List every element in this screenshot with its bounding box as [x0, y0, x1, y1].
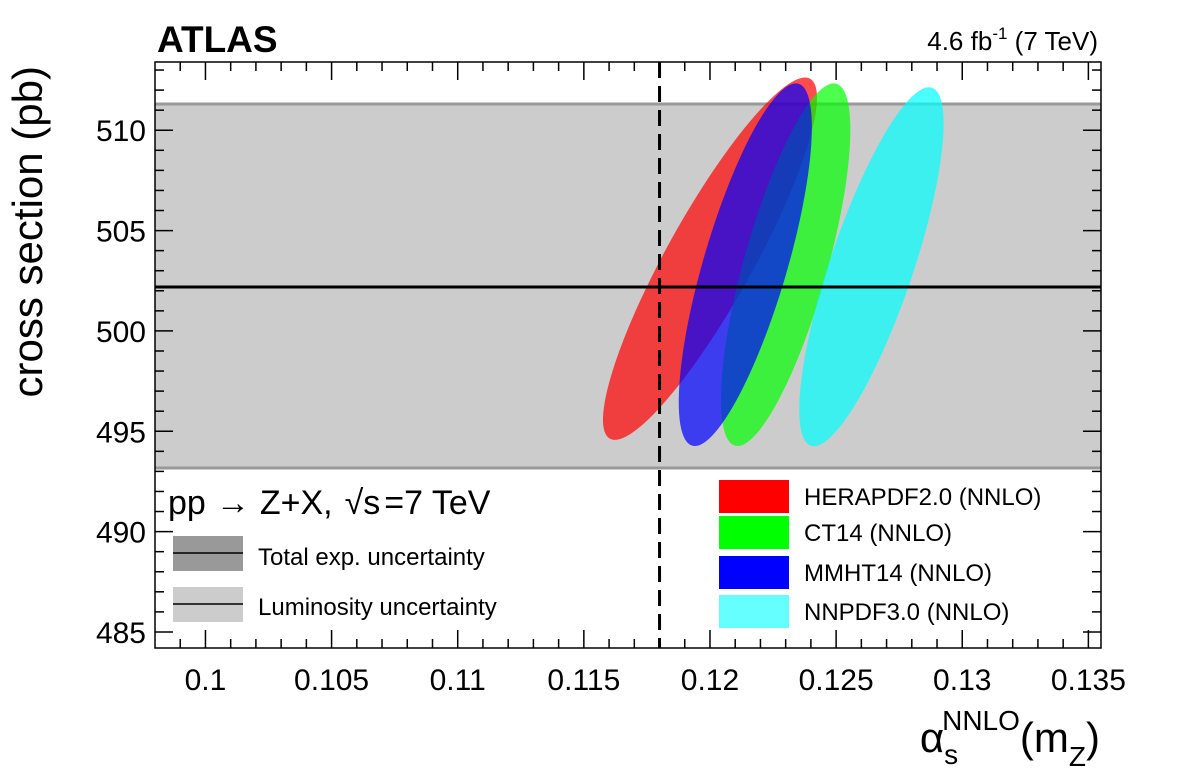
experiment-label: ATLAS	[157, 19, 278, 60]
legend-pdf: HERAPDF2.0 (NNLO) CT14 (NNLO) MMHT14 (NN…	[719, 480, 1041, 628]
y-tick-label: 500	[96, 316, 146, 349]
legend-swatch-ct14	[719, 516, 789, 549]
x-tick-label: 0.1	[185, 664, 227, 697]
x-tick-label: 0.105	[294, 664, 369, 697]
x-tick-label: 0.135	[1051, 664, 1126, 697]
y-axis-ticks: 485 490 495 500 505 510	[96, 69, 1101, 650]
y-tick-label: 485	[96, 617, 146, 650]
x-tick-label: 0.12	[681, 664, 739, 697]
y-tick-label: 490	[96, 517, 146, 550]
legend-swatch-herapdf	[719, 480, 789, 513]
y-tick-label: 505	[96, 216, 146, 249]
x-tick-label: 0.13	[933, 664, 991, 697]
plot-frame	[154, 61, 1102, 649]
pdf-ellipse-mmht14	[678, 83, 812, 447]
legend-swatch-mmht14	[719, 556, 789, 589]
legend-label-total-exp: Total exp. uncertainty	[258, 544, 485, 571]
x-tick-label: 0.115	[547, 664, 620, 697]
legend-label-nnpdf: NNPDF3.0 (NNLO)	[804, 599, 1009, 626]
x-axis-ticks: 0.1 0.105 0.11 0.115 0.12 0.125 0.13 0.135	[179, 62, 1126, 697]
y-tick-label: 510	[96, 115, 146, 148]
pdf-ellipse-nnpdf30	[799, 87, 944, 447]
x-axis-label: αsNNLO(mZ)	[920, 705, 1100, 772]
pdf-ellipses	[602, 77, 944, 447]
luminosity-label: 4.6 fb-1 (7 TeV)	[927, 24, 1098, 56]
x-tick-label: 0.125	[799, 664, 874, 697]
x-tick-label: 0.11	[430, 664, 486, 697]
legend-label-ct14: CT14 (NNLO)	[804, 520, 952, 547]
legend-uncertainty: Total exp. uncertainty Luminosity uncert…	[173, 536, 497, 622]
legend-label-mmht14: MMHT14 (NNLO)	[804, 560, 992, 587]
legend-label-luminosity: Luminosity uncertainty	[258, 594, 497, 621]
y-axis-label: cross section (pb)	[4, 66, 51, 397]
y-tick-label: 495	[96, 416, 146, 449]
legend-swatch-nnpdf	[719, 595, 789, 628]
process-label: pp → Z+X, √s =7 TeV	[168, 484, 491, 522]
legend-label-herapdf: HERAPDF2.0 (NNLO)	[804, 484, 1041, 511]
plot-area	[154, 61, 1102, 649]
